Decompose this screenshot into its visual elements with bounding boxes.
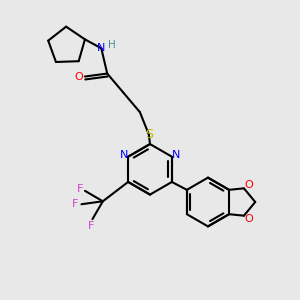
Text: F: F bbox=[72, 199, 79, 209]
Text: O: O bbox=[244, 180, 253, 190]
Text: S: S bbox=[145, 128, 153, 141]
Text: F: F bbox=[88, 220, 94, 231]
Text: O: O bbox=[74, 71, 83, 82]
Text: N: N bbox=[97, 43, 106, 53]
Text: O: O bbox=[244, 214, 253, 224]
Text: F: F bbox=[76, 184, 83, 194]
Text: N: N bbox=[172, 150, 181, 160]
Text: N: N bbox=[119, 150, 128, 160]
Text: H: H bbox=[108, 40, 116, 50]
